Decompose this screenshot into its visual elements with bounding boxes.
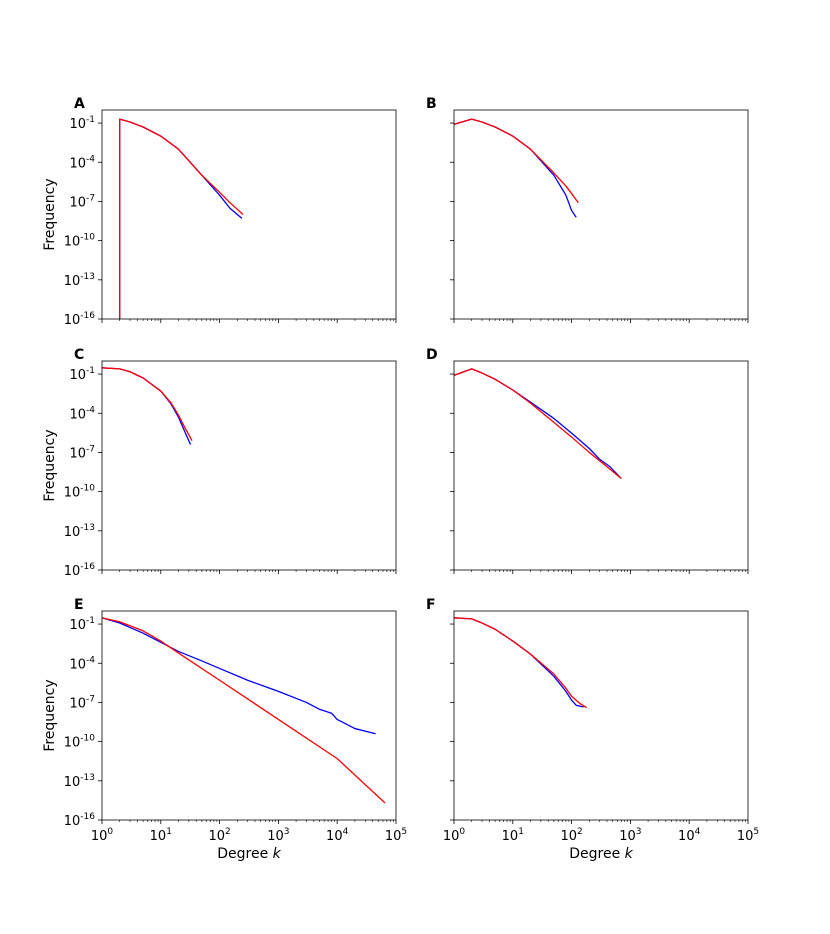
y-tick-label: 10-7 (69, 694, 95, 711)
panel-f: F 100 101 102 103 104 105 Degree k (426, 597, 759, 862)
plot-frame (101, 610, 397, 821)
x-tick-label: 100 (91, 827, 114, 844)
x-tick-label: 101 (502, 827, 524, 844)
x-tick-label: 100 (443, 827, 466, 844)
series-line-2 (119, 118, 244, 319)
y-tick-label: 10-4 (69, 154, 95, 171)
x-tick-label: 104 (326, 827, 349, 844)
panel-d: D (426, 347, 749, 574)
series-line-1 (454, 617, 584, 708)
series-line-2 (454, 368, 622, 480)
plot-frame (453, 360, 749, 571)
y-tick-label: 10-1 (69, 115, 95, 132)
series-line-1 (454, 118, 577, 218)
panel-label: E (74, 597, 84, 613)
x-tick-label: 105 (737, 827, 759, 844)
panel-label: A (74, 96, 85, 112)
y-axis-label: Frequency (42, 429, 58, 501)
plot-frame (101, 109, 397, 320)
y-axis-label: Frequency (42, 178, 58, 250)
y-tick-label: 10-13 (64, 523, 95, 540)
plot-frame (453, 109, 749, 320)
series-line-1 (454, 368, 622, 480)
y-tick-label: 10-1 (69, 616, 95, 633)
y-tick-label: 10-4 (69, 655, 95, 672)
x-tick-label: 101 (150, 827, 172, 844)
panel-label: B (426, 96, 437, 112)
y-tick-label: 10-4 (69, 405, 95, 422)
y-tick-label: 10-13 (64, 773, 95, 790)
y-axis-label: Frequency (42, 679, 58, 751)
y-tick-label: 10-7 (69, 193, 95, 210)
plot-frame (101, 360, 397, 571)
x-tick-label: 102 (208, 827, 230, 844)
panel-label: F (426, 597, 436, 613)
y-tick-label: 10-10 (64, 484, 96, 501)
x-tick-label: 103 (267, 827, 289, 844)
panel-c: C 10-1 10-4 10-7 10-10 10-13 10-16 Frequency (42, 347, 397, 579)
panel-label: D (426, 347, 438, 363)
series-line-1 (119, 118, 243, 319)
y-tick-label: 10-16 (64, 311, 96, 328)
x-axis-label: Degree k (569, 846, 633, 862)
x-tick-label: 102 (560, 827, 582, 844)
y-tick-label: 10-16 (64, 562, 96, 579)
series-line-2 (454, 118, 579, 204)
y-tick-label: 10-10 (64, 233, 96, 250)
series-line-1 (102, 367, 192, 445)
y-tick-label: 10-16 (64, 812, 96, 829)
y-tick-label: 10-13 (64, 272, 95, 289)
y-tick-label: 10-10 (64, 734, 96, 751)
x-tick-label: 103 (619, 827, 641, 844)
series-line-2 (102, 367, 193, 441)
panel-label: C (74, 347, 84, 363)
x-tick-label: 105 (385, 827, 407, 844)
x-tick-label: 104 (678, 827, 701, 844)
series-line-2 (454, 617, 587, 709)
x-axis-label: Degree k (217, 846, 281, 862)
y-tick-label: 10-1 (69, 366, 95, 383)
panel-b: B (426, 96, 749, 323)
series-line-1 (102, 617, 376, 735)
panel-a: A 10-1 10-4 10-7 10-10 10-13 10-16 Frequency (42, 96, 397, 328)
series-line-2 (102, 617, 386, 804)
plot-frame (453, 610, 749, 821)
y-tick-label: 10-7 (69, 444, 95, 461)
